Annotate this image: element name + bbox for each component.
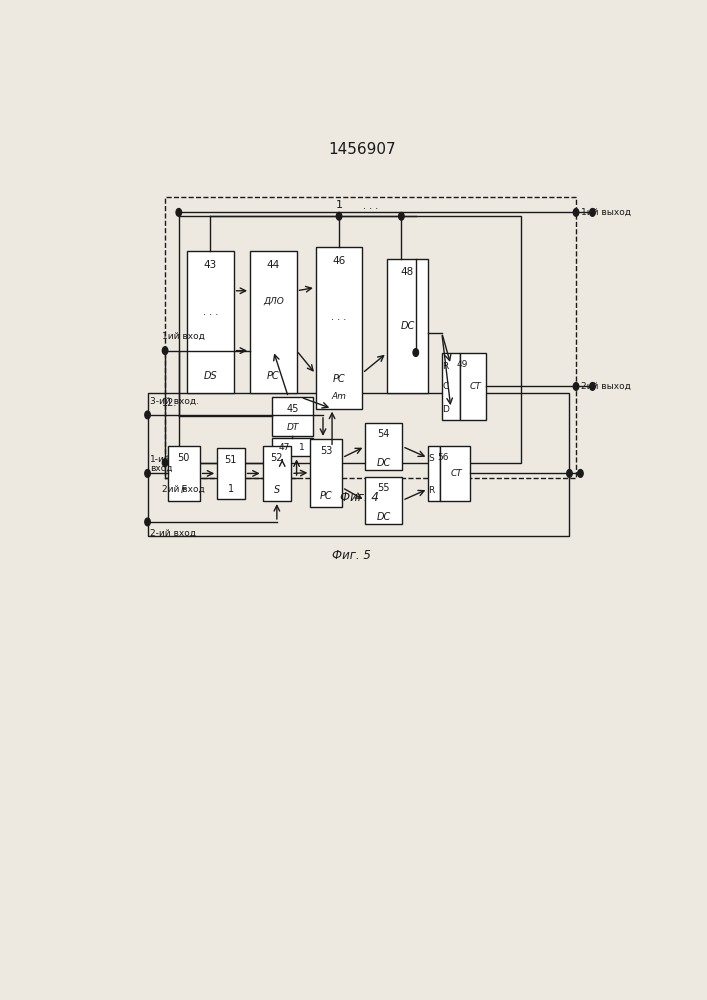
Text: 3-ий вход.: 3-ий вход. (151, 397, 199, 406)
Bar (365, 477, 402, 524)
Circle shape (567, 470, 572, 477)
Text: C: C (443, 382, 449, 391)
Text: вход: вход (151, 464, 173, 473)
Text: 2-ий вход: 2-ий вход (151, 529, 197, 538)
Bar (272, 397, 313, 436)
Bar (168, 446, 199, 501)
Text: Фиг. 5: Фиг. 5 (332, 549, 370, 562)
Bar (179, 216, 521, 463)
Bar (272, 438, 313, 456)
Text: · · ·: · · · (332, 315, 346, 325)
Text: 45: 45 (286, 404, 298, 414)
Circle shape (163, 459, 168, 466)
Text: R: R (428, 486, 435, 495)
Text: PC: PC (320, 491, 332, 501)
Bar (460, 353, 486, 420)
Text: 1456907: 1456907 (329, 142, 396, 157)
Text: R: R (443, 362, 449, 371)
Text: CT: CT (450, 469, 462, 478)
Text: 1ий вход: 1ий вход (163, 332, 205, 341)
Bar (310, 439, 342, 507)
Text: S: S (274, 485, 280, 495)
Bar (442, 353, 460, 420)
Text: 55: 55 (378, 483, 390, 493)
Bar (440, 446, 470, 501)
Circle shape (573, 383, 579, 390)
Text: 1: 1 (298, 443, 305, 452)
Circle shape (145, 470, 151, 477)
Text: 1-ий: 1-ий (151, 455, 171, 464)
Text: DC: DC (400, 321, 415, 331)
Text: 54: 54 (378, 429, 390, 439)
Bar (187, 251, 233, 393)
Bar (262, 446, 291, 501)
Text: DC: DC (377, 458, 391, 468)
Text: 12.: 12. (162, 398, 177, 408)
Text: PC: PC (333, 374, 345, 384)
Circle shape (163, 347, 168, 354)
Text: · · ·: · · · (203, 310, 218, 320)
Text: PC: PC (267, 371, 279, 381)
Text: ДЛO: ДЛO (263, 296, 284, 305)
Text: 51: 51 (225, 455, 237, 465)
Text: S: S (428, 454, 434, 463)
Circle shape (176, 209, 182, 216)
Text: 53: 53 (320, 446, 332, 456)
Text: 49: 49 (457, 360, 468, 369)
Text: 48: 48 (401, 267, 414, 277)
Text: Фиг. 4: Фиг. 4 (340, 491, 379, 504)
Bar (316, 247, 362, 409)
Text: 2ий выход: 2ий выход (581, 382, 631, 391)
Circle shape (145, 411, 151, 419)
Bar (365, 423, 402, 470)
Bar (387, 259, 428, 393)
Circle shape (337, 212, 341, 220)
Text: 43: 43 (204, 260, 217, 270)
Text: 47: 47 (279, 443, 290, 452)
Text: 1: 1 (228, 484, 234, 494)
Text: Am: Am (332, 392, 346, 401)
Text: CT: CT (469, 382, 481, 391)
Text: DC: DC (377, 512, 391, 522)
Text: 1ий выход: 1ий выход (581, 208, 631, 217)
Circle shape (145, 518, 151, 526)
Circle shape (573, 209, 579, 216)
Circle shape (590, 383, 595, 390)
Bar (428, 446, 440, 501)
Text: 44: 44 (267, 260, 280, 270)
Text: 56: 56 (437, 453, 449, 462)
Text: 2ий вход: 2ий вход (163, 485, 205, 494)
Text: DS: DS (204, 371, 217, 381)
Bar (165, 197, 576, 478)
Text: 1: 1 (337, 200, 343, 210)
Text: 52: 52 (271, 453, 283, 463)
Text: D: D (442, 405, 449, 414)
Circle shape (413, 349, 419, 356)
Bar (250, 251, 297, 393)
Bar (217, 448, 245, 499)
Circle shape (590, 209, 595, 216)
Circle shape (578, 470, 583, 477)
Text: 50: 50 (177, 453, 190, 463)
Bar (148, 393, 569, 536)
Circle shape (399, 212, 404, 220)
Text: DT: DT (286, 424, 298, 432)
Text: 46: 46 (332, 256, 346, 266)
Text: F: F (181, 485, 187, 495)
Text: · · ·: · · · (363, 204, 378, 214)
